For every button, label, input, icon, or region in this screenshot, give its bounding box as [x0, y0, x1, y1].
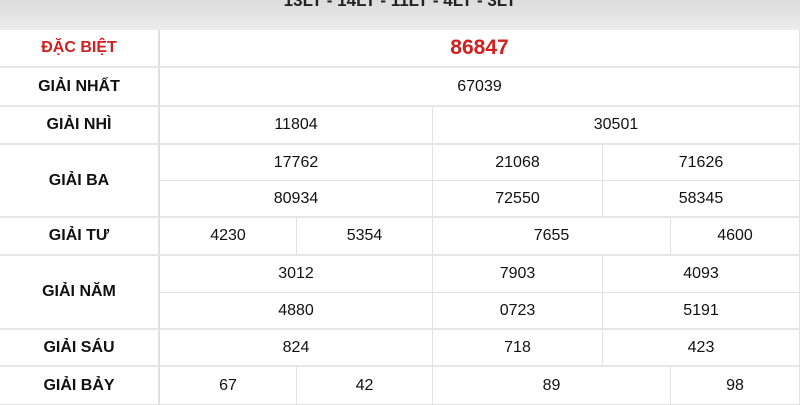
label-giai-ba: GIẢI BA	[0, 145, 160, 218]
number-giai-ba: 21068	[433, 145, 603, 181]
label-giai-nhi: GIẢI NHÌ	[0, 107, 160, 145]
number-giai-ba: 72550	[433, 181, 603, 218]
number-giai-tu: 4600	[671, 218, 800, 256]
label-giai-nam: GIẢI NĂM	[0, 256, 160, 330]
number-giai-tu: 7655	[433, 218, 671, 256]
number-giai-bay: 89	[433, 367, 671, 405]
label-giai-nhat: GIẢI NHẤT	[0, 68, 160, 107]
label-giai-bay: GIẢI BẢY	[0, 367, 160, 405]
number-giai-nam: 0723	[433, 293, 603, 330]
number-giai-nhi: 30501	[433, 107, 800, 145]
number-giai-nhat: 67039	[160, 68, 800, 107]
number-giai-bay: 67	[160, 367, 297, 405]
number-giai-ba: 80934	[160, 181, 433, 218]
number-giai-nam: 5191	[603, 293, 800, 330]
number-giai-ba: 17762	[160, 145, 433, 181]
label-giai-tu: GIẢI TƯ	[0, 218, 160, 256]
number-giai-sau: 718	[433, 330, 603, 367]
number-giai-ba: 71626	[603, 145, 800, 181]
number-giai-nam: 4880	[160, 293, 433, 330]
label-dac-biet: ĐẶC BIỆT	[0, 30, 160, 68]
number-giai-bay: 42	[297, 367, 433, 405]
header-codes: 13LT - 14LT - 11LT - 4LT - 3LT	[283, 0, 517, 10]
number-giai-bay: 98	[671, 367, 800, 405]
number-giai-nam: 3012	[160, 256, 433, 293]
number-dac-biet: 86847	[160, 30, 800, 68]
number-giai-tu: 5354	[297, 218, 433, 256]
number-giai-sau: 824	[160, 330, 433, 367]
table-header: 13LT - 14LT - 11LT - 4LT - 3LT	[0, 0, 800, 30]
number-giai-ba: 58345	[603, 181, 800, 218]
number-giai-nam: 7903	[433, 256, 603, 293]
number-giai-tu: 4230	[160, 218, 297, 256]
number-giai-nhi: 11804	[160, 107, 433, 145]
label-giai-sau: GIẢI SÁU	[0, 330, 160, 367]
number-giai-nam: 4093	[603, 256, 800, 293]
number-giai-sau: 423	[603, 330, 800, 367]
